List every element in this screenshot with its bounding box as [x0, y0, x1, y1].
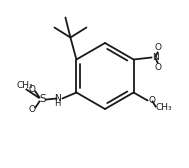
Text: O: O [154, 64, 161, 73]
Text: O: O [154, 43, 161, 52]
Text: O: O [29, 105, 36, 114]
Text: CH₃: CH₃ [16, 81, 33, 90]
Text: S: S [39, 94, 46, 104]
Text: O: O [149, 96, 156, 105]
Text: N: N [54, 94, 60, 103]
Text: O: O [29, 85, 36, 94]
Text: CH₃: CH₃ [156, 103, 172, 112]
Text: H: H [54, 99, 60, 108]
Text: N: N [153, 53, 159, 62]
